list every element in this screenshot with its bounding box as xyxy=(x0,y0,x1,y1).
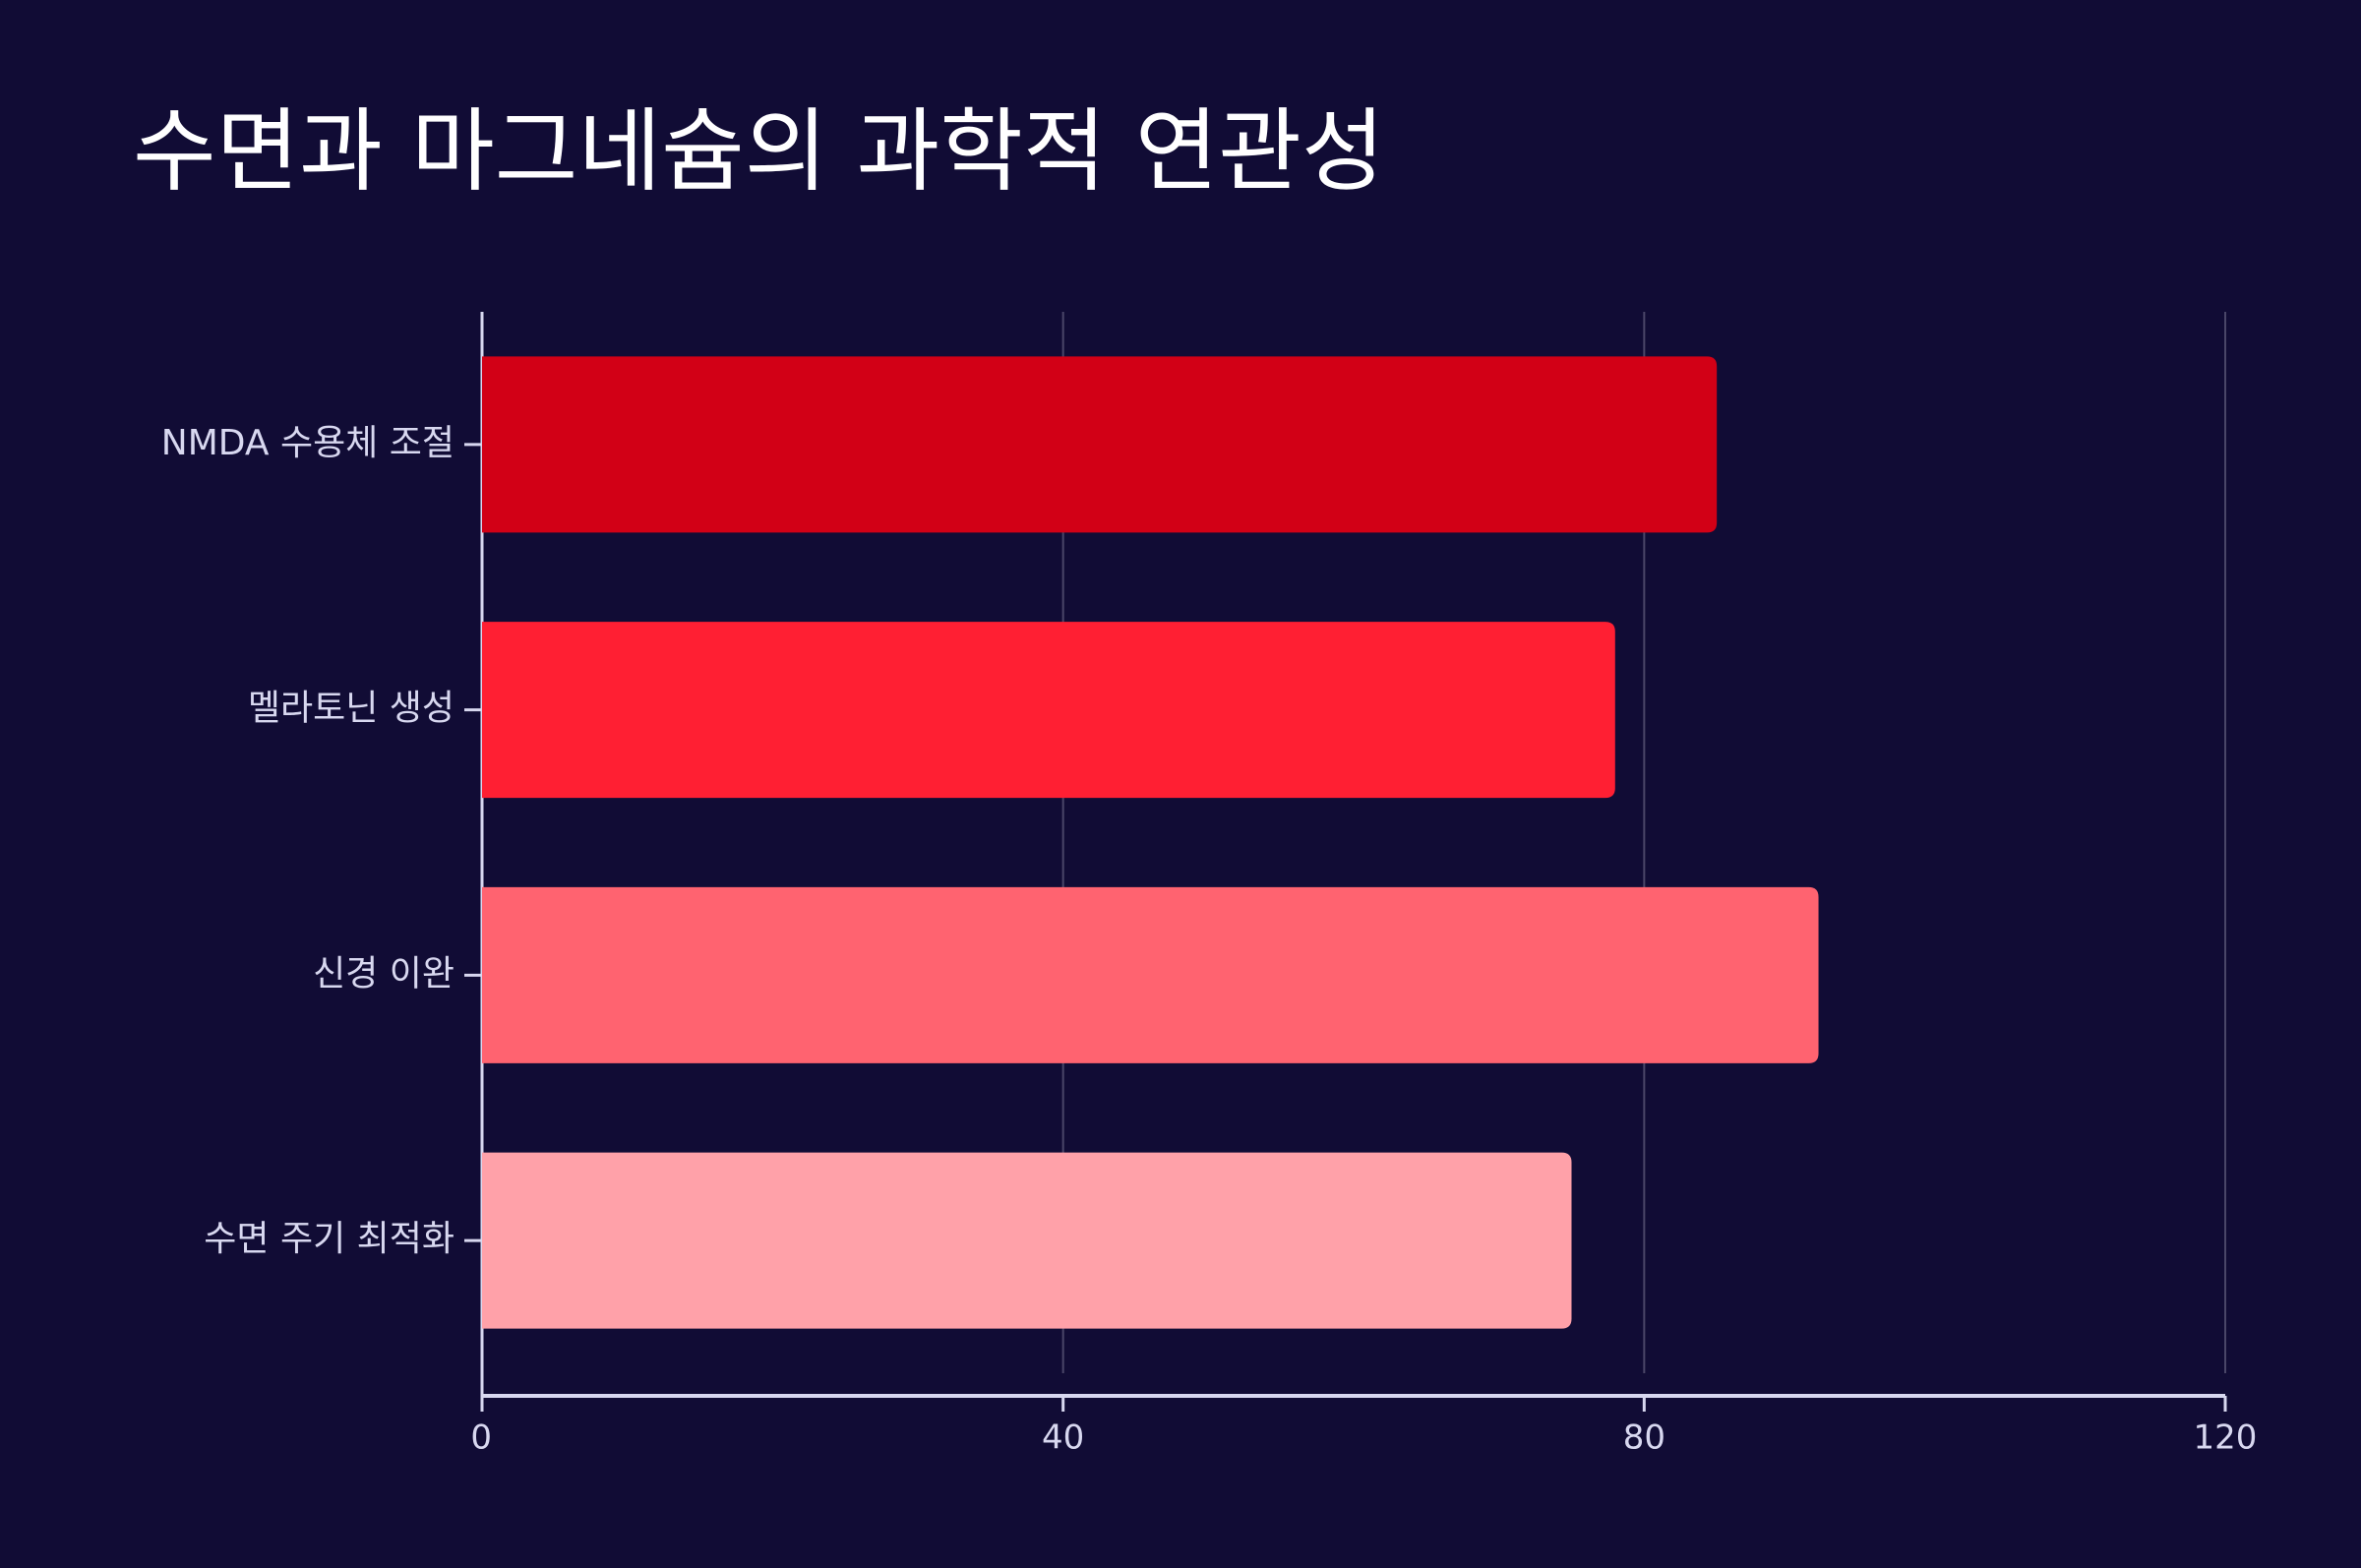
y-tick-label: NMDA 수용체 조절 xyxy=(161,423,454,463)
chart-title: 수면과 마그네슘의 과학적 연관성 xyxy=(133,98,1385,204)
x-tick-label: 120 xyxy=(2194,1418,2258,1458)
y-tick-label: 멜라토닌 생성 xyxy=(248,689,454,729)
x-tick-label: 0 xyxy=(470,1418,492,1458)
y-tick-label: 수면 주기 최적화 xyxy=(204,1219,454,1259)
x-tick-label: 40 xyxy=(1042,1418,1084,1458)
bar xyxy=(482,886,1819,1063)
x-tick-label: 80 xyxy=(1623,1418,1665,1458)
y-tick-label: 신경 이완 xyxy=(313,953,454,994)
bar xyxy=(482,356,1718,533)
bar xyxy=(482,622,1615,799)
bar xyxy=(482,1152,1572,1329)
